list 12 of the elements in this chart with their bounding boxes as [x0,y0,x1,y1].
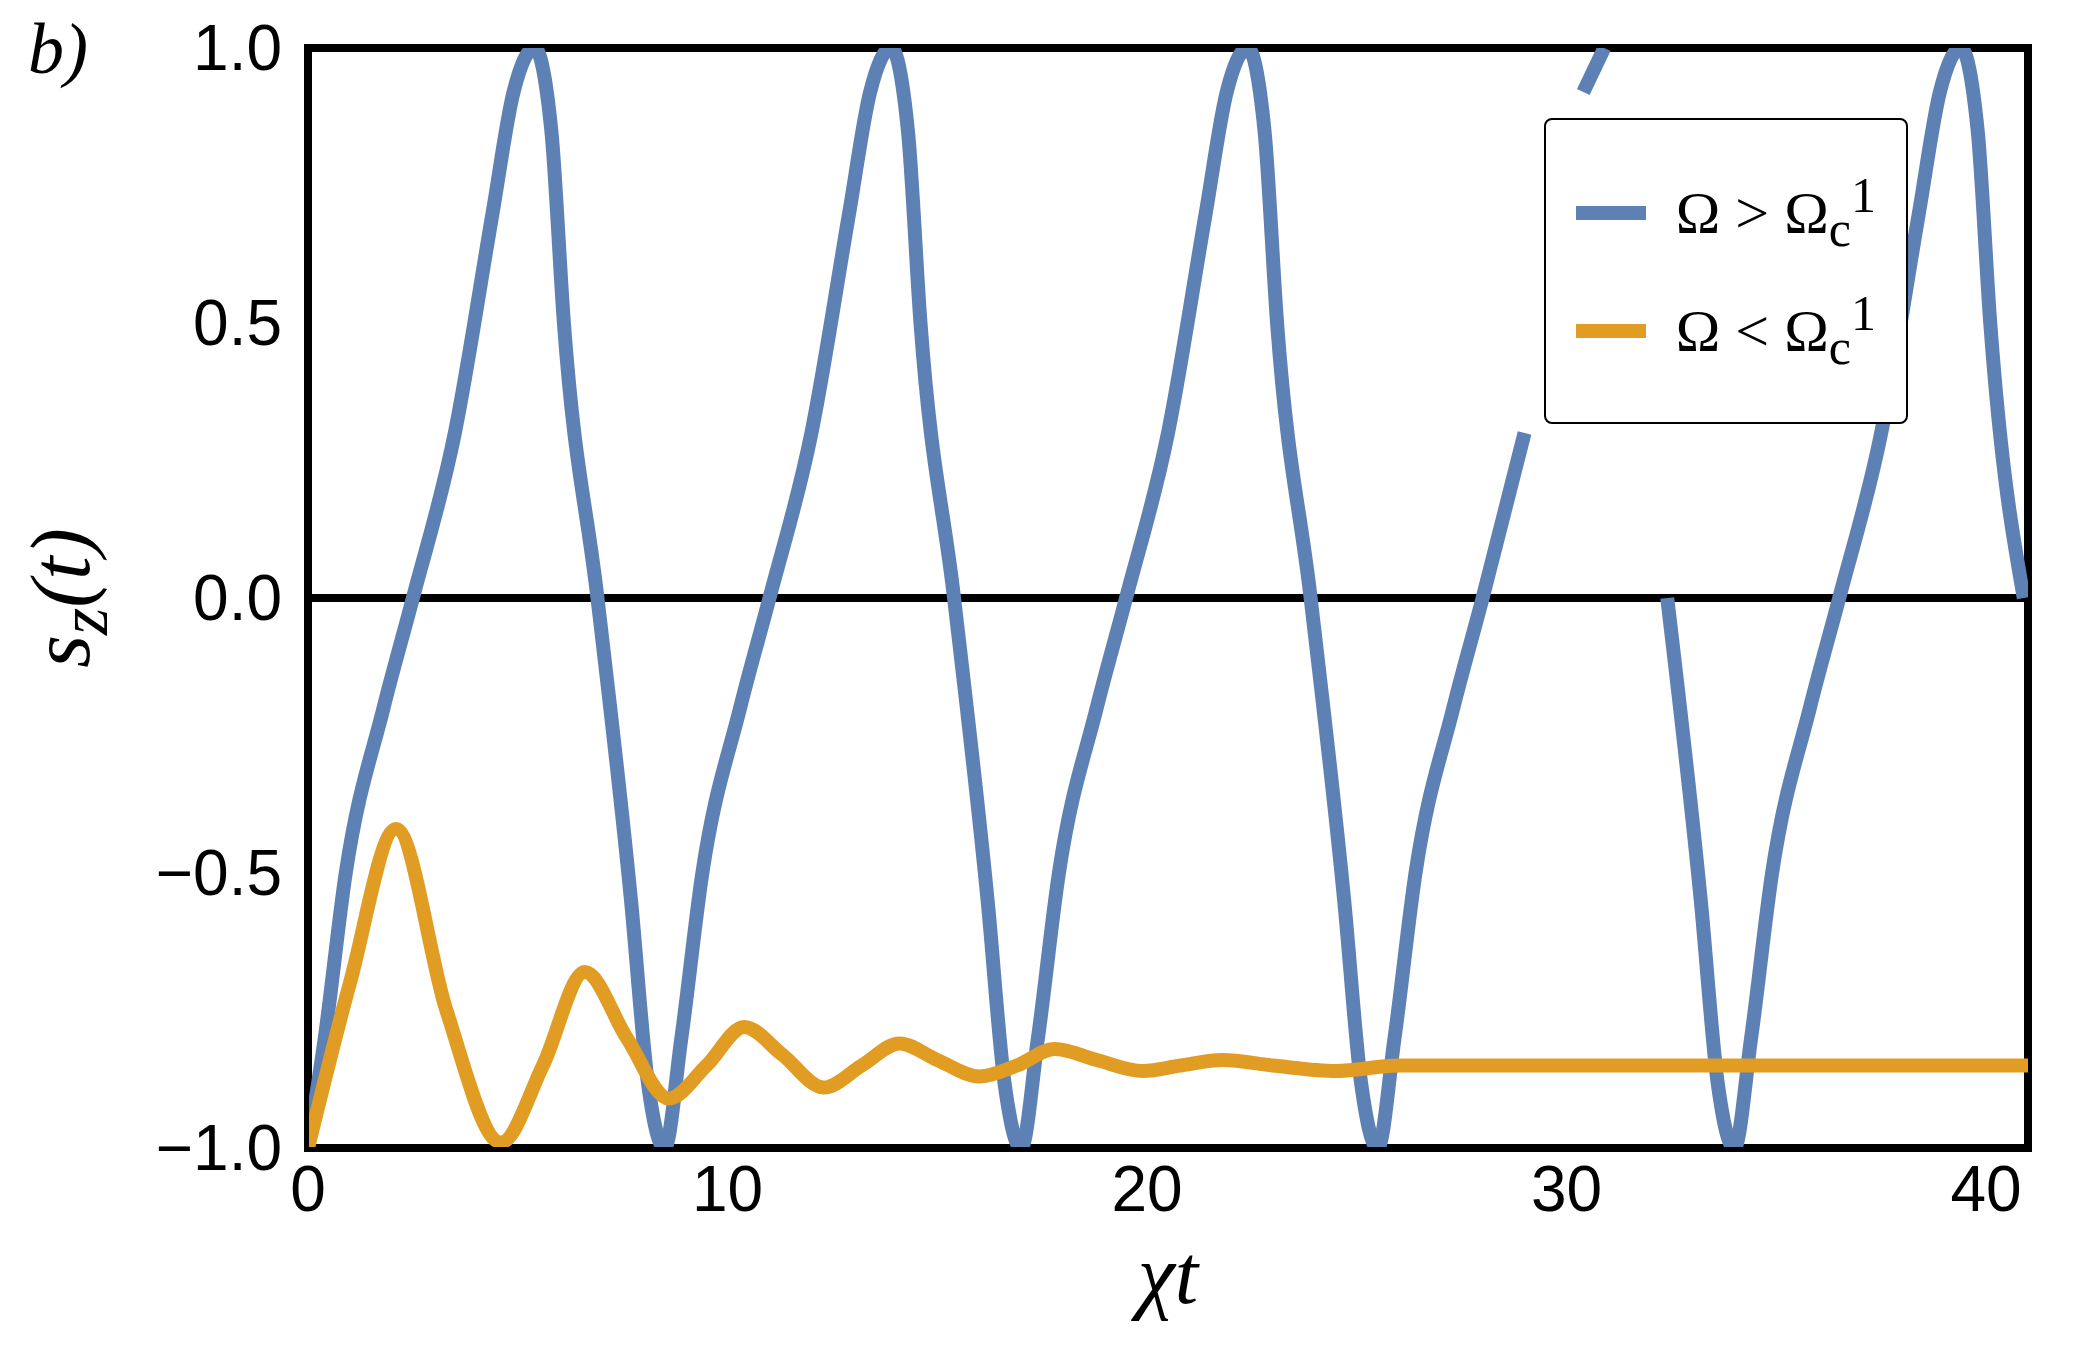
x-axis-title: χt [1130,1227,1201,1323]
x-tick-label: 10 [691,1153,764,1226]
x-tick-label: 20 [1111,1153,1183,1226]
y-tick-label: −0.5 [155,837,282,909]
y-tick-label: 1.0 [193,12,282,84]
y-tick-label: −1.0 [155,1112,282,1184]
x-tick-label: 30 [1530,1153,1603,1226]
y-tick-label: 0.5 [193,287,282,359]
x-tick-label: 0 [290,1153,326,1226]
chart-title: b) [28,8,88,91]
y-tick-label: 0.0 [193,562,282,634]
x-tick-label: 40 [1950,1153,2022,1226]
